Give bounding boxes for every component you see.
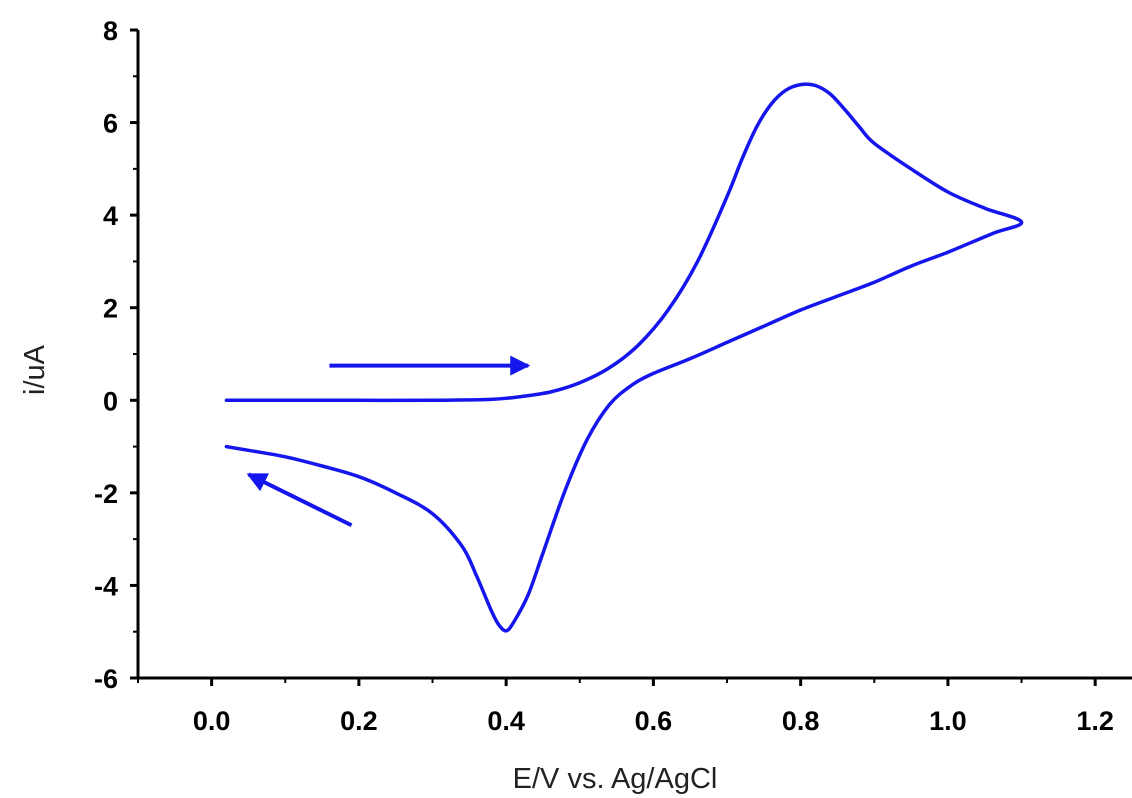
y-tick-label: -2 [94,479,118,509]
y-tick-label: 8 [103,16,118,46]
y-tick-label: 4 [103,201,118,231]
y-tick-label: -6 [94,664,118,694]
annotation-layer [246,355,531,528]
y-tick-label: -4 [94,571,118,601]
x-tick-label: 0.0 [193,706,231,736]
x-tick-label: 0.6 [635,706,673,736]
x-tick-label: 1.0 [929,706,967,736]
cv-curve-0 [224,82,1024,633]
reverse-scan-arrow [246,472,353,528]
series-layer [224,82,1024,633]
ticks: 0.0 0.2 0.4 0.6 0.8 1.0 1.2 -6 -4 -2 0 2 4 6 8 [94,16,1114,736]
axes [136,30,1132,680]
y-tick-label: 6 [103,109,118,139]
x-tick-label: 1.2 [1076,706,1114,736]
y-tick-label: 2 [103,294,118,324]
x-tick-label: 0.2 [340,706,378,736]
x-axis-title: E/V vs. Ag/AgCl [513,763,718,795]
y-axis-title: i/uA [19,344,51,395]
y-tick-label: 0 [103,386,118,416]
x-tick-label: 0.8 [782,706,820,736]
x-tick-label: 0.4 [487,706,525,736]
